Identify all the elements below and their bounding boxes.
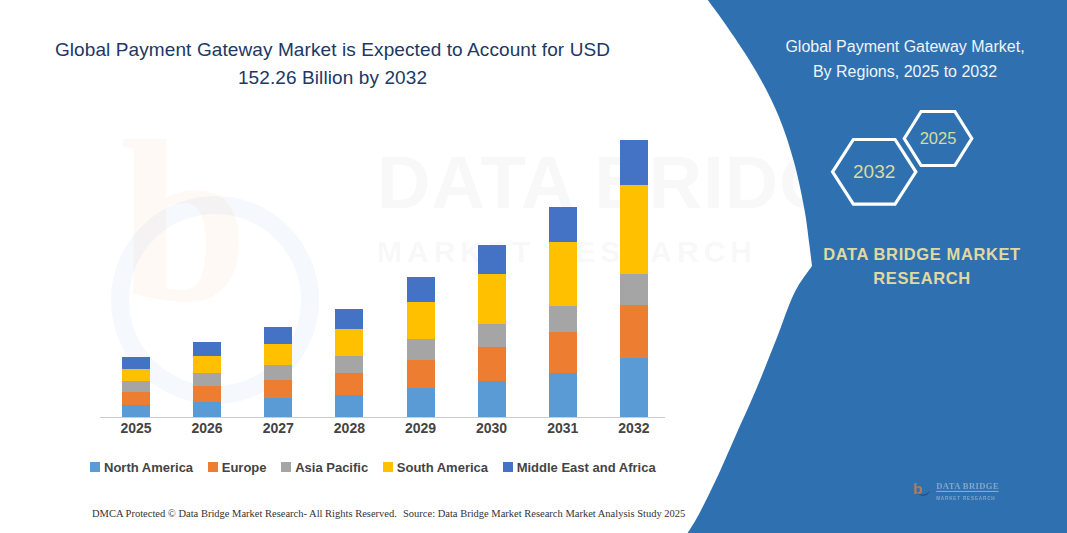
svg-text:b: b <box>913 480 922 497</box>
